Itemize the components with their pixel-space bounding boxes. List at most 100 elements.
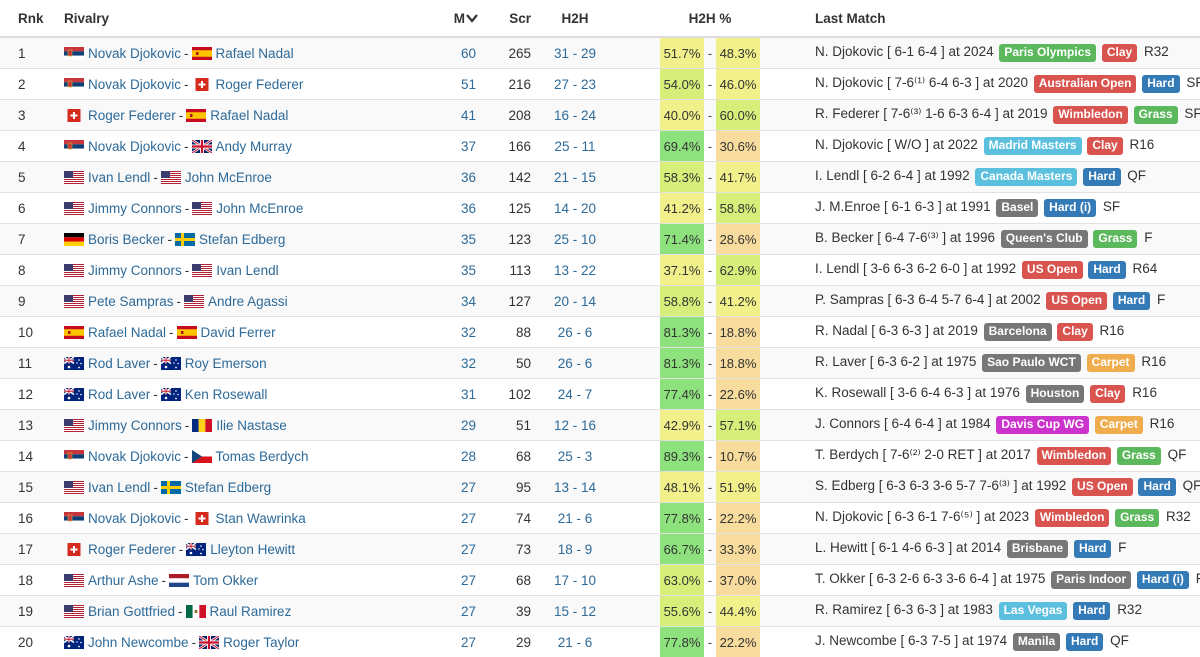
player-link[interactable]: Jimmy Connors xyxy=(88,418,182,433)
player-link[interactable]: Roger Taylor xyxy=(223,635,299,650)
tournament-badge[interactable]: Paris Indoor xyxy=(1051,571,1131,589)
h2h-cell[interactable]: 15 - 12 xyxy=(535,596,615,627)
h2h-cell[interactable]: 25 - 3 xyxy=(535,441,615,472)
matches-cell[interactable]: 31 xyxy=(420,379,480,410)
tournament-badge[interactable]: Canada Masters xyxy=(975,168,1077,186)
matches-cell[interactable]: 36 xyxy=(420,193,480,224)
header-rank[interactable]: Rnk xyxy=(0,0,60,37)
player-link[interactable]: Novak Djokovic xyxy=(88,449,181,464)
player-link[interactable]: Brian Gottfried xyxy=(88,604,175,619)
h2h-cell[interactable]: 21 - 6 xyxy=(535,627,615,657)
matches-cell[interactable]: 27 xyxy=(420,472,480,503)
player-link[interactable]: Novak Djokovic xyxy=(88,139,181,154)
matches-cell[interactable]: 27 xyxy=(420,503,480,534)
player-link[interactable]: Roger Federer xyxy=(216,77,304,92)
header-rivalry[interactable]: Rivalry xyxy=(60,0,420,37)
tournament-badge[interactable]: Madrid Masters xyxy=(984,137,1082,155)
player-link[interactable]: Novak Djokovic xyxy=(88,46,181,61)
tournament-badge[interactable]: Sao Paulo WCT xyxy=(982,354,1081,372)
player-link[interactable]: Ivan Lendl xyxy=(88,170,150,185)
matches-cell[interactable]: 36 xyxy=(420,162,480,193)
player-link[interactable]: Ivan Lendl xyxy=(88,480,150,495)
player-link[interactable]: Stan Wawrinka xyxy=(216,511,306,526)
player-link[interactable]: Ilie Nastase xyxy=(216,418,287,433)
h2h-cell[interactable]: 21 - 15 xyxy=(535,162,615,193)
player-link[interactable]: John McEnroe xyxy=(185,170,272,185)
player-link[interactable]: Raul Ramirez xyxy=(210,604,292,619)
h2h-cell[interactable]: 13 - 14 xyxy=(535,472,615,503)
tournament-badge[interactable]: US Open xyxy=(1046,292,1107,310)
matches-cell[interactable]: 27 xyxy=(420,596,480,627)
player-link[interactable]: Roger Federer xyxy=(88,542,176,557)
player-link[interactable]: Stefan Edberg xyxy=(185,480,271,495)
matches-cell[interactable]: 35 xyxy=(420,255,480,286)
h2h-cell[interactable]: 14 - 20 xyxy=(535,193,615,224)
matches-cell[interactable]: 27 xyxy=(420,534,480,565)
player-link[interactable]: Andre Agassi xyxy=(208,294,288,309)
header-matches[interactable]: M xyxy=(420,0,480,37)
player-link[interactable]: Pete Sampras xyxy=(88,294,174,309)
player-link[interactable]: Stefan Edberg xyxy=(199,232,285,247)
matches-cell[interactable]: 32 xyxy=(420,317,480,348)
player-link[interactable]: Ken Rosewall xyxy=(185,387,268,402)
player-link[interactable]: Novak Djokovic xyxy=(88,511,181,526)
tournament-badge[interactable]: US Open xyxy=(1072,478,1133,496)
h2h-cell[interactable]: 24 - 7 xyxy=(535,379,615,410)
player-link[interactable]: John Newcombe xyxy=(88,635,189,650)
tournament-badge[interactable]: Basel xyxy=(996,199,1038,217)
h2h-cell[interactable]: 26 - 6 xyxy=(535,317,615,348)
h2h-cell[interactable]: 26 - 6 xyxy=(535,348,615,379)
player-link[interactable]: Rafael Nadal xyxy=(88,325,166,340)
h2h-cell[interactable]: 16 - 24 xyxy=(535,100,615,131)
player-link[interactable]: Tom Okker xyxy=(193,573,258,588)
player-link[interactable]: Tomas Berdych xyxy=(216,449,309,464)
tournament-badge[interactable]: Barcelona xyxy=(984,323,1052,341)
player-link[interactable]: Rod Laver xyxy=(88,356,150,371)
h2h-cell[interactable]: 17 - 10 xyxy=(535,565,615,596)
matches-cell[interactable]: 41 xyxy=(420,100,480,131)
tournament-badge[interactable]: US Open xyxy=(1022,261,1083,279)
tournament-badge[interactable]: Wimbledon xyxy=(1035,509,1110,527)
tournament-badge[interactable]: Paris Olympics xyxy=(999,44,1096,62)
player-link[interactable]: Boris Becker xyxy=(88,232,165,247)
matches-cell[interactable]: 35 xyxy=(420,224,480,255)
matches-cell[interactable]: 51 xyxy=(420,69,480,100)
h2h-cell[interactable]: 13 - 22 xyxy=(535,255,615,286)
h2h-cell[interactable]: 20 - 14 xyxy=(535,286,615,317)
player-link[interactable]: Jimmy Connors xyxy=(88,263,182,278)
tournament-badge[interactable]: Brisbane xyxy=(1007,540,1068,558)
player-link[interactable]: Jimmy Connors xyxy=(88,201,182,216)
header-h2h[interactable]: H2H xyxy=(535,0,615,37)
player-link[interactable]: Ivan Lendl xyxy=(216,263,278,278)
player-link[interactable]: Rafael Nadal xyxy=(210,108,288,123)
tournament-badge[interactable]: Davis Cup WG xyxy=(996,416,1089,434)
tournament-badge[interactable]: Wimbledon xyxy=(1037,447,1112,465)
matches-cell[interactable]: 60 xyxy=(420,37,480,69)
player-link[interactable]: Andy Murray xyxy=(216,139,293,154)
h2h-cell[interactable]: 21 - 6 xyxy=(535,503,615,534)
tournament-badge[interactable]: Australian Open xyxy=(1034,75,1137,93)
tournament-badge[interactable]: Manila xyxy=(1013,633,1060,651)
h2h-cell[interactable]: 31 - 29 xyxy=(535,37,615,69)
h2h-cell[interactable]: 25 - 11 xyxy=(535,131,615,162)
tournament-badge[interactable]: Queen's Club xyxy=(1001,230,1088,248)
matches-cell[interactable]: 34 xyxy=(420,286,480,317)
player-link[interactable]: Roger Federer xyxy=(88,108,176,123)
matches-cell[interactable]: 29 xyxy=(420,410,480,441)
header-h2h-percent[interactable]: H2H % xyxy=(615,0,805,37)
tournament-badge[interactable]: Las Vegas xyxy=(999,602,1068,620)
player-link[interactable]: David Ferrer xyxy=(201,325,276,340)
player-link[interactable]: Roy Emerson xyxy=(185,356,267,371)
header-score[interactable]: Scr xyxy=(480,0,535,37)
matches-cell[interactable]: 32 xyxy=(420,348,480,379)
player-link[interactable]: Rod Laver xyxy=(88,387,150,402)
matches-cell[interactable]: 27 xyxy=(420,565,480,596)
player-link[interactable]: John McEnroe xyxy=(216,201,303,216)
h2h-cell[interactable]: 18 - 9 xyxy=(535,534,615,565)
matches-cell[interactable]: 28 xyxy=(420,441,480,472)
tournament-badge[interactable]: Houston xyxy=(1026,385,1085,403)
matches-cell[interactable]: 27 xyxy=(420,627,480,657)
player-link[interactable]: Novak Djokovic xyxy=(88,77,181,92)
matches-cell[interactable]: 37 xyxy=(420,131,480,162)
h2h-cell[interactable]: 25 - 10 xyxy=(535,224,615,255)
